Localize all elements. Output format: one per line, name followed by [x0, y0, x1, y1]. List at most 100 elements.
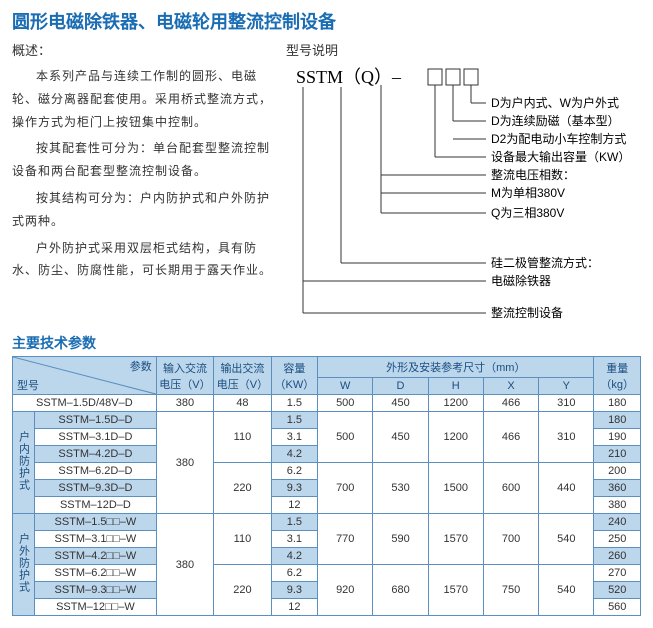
legend-item: 硅二极管整流方式：	[491, 255, 599, 270]
cell: 590	[373, 514, 428, 565]
cell-model: SSTM–6.2D–D	[35, 463, 157, 480]
cell: 3.1	[271, 531, 317, 548]
overview-para: 本系列产品与连续工作制的圆形、电磁轮、磁分离器配套使用。采用桥式整流方式，操作方…	[12, 65, 272, 133]
cell-model: SSTM–9.3D–D	[35, 480, 157, 497]
overview-heading: 概述：	[12, 40, 272, 59]
diag-label-a: 参数	[130, 358, 152, 374]
cell: 1200	[428, 412, 483, 463]
cell: 4.2	[271, 548, 317, 565]
cell: 500	[318, 395, 373, 412]
cell: 540	[539, 514, 594, 565]
cell: 48	[214, 395, 271, 412]
cell: 180	[594, 395, 641, 412]
cell: 680	[373, 565, 428, 616]
legend-item: M为单相380V	[491, 186, 565, 200]
cell: 770	[318, 514, 373, 565]
col-h: H	[428, 378, 483, 395]
cell: 190	[594, 429, 641, 446]
cell: 240	[594, 514, 641, 531]
cell: 750	[483, 565, 538, 616]
cell: 220	[214, 565, 271, 616]
cell: 1.5	[271, 395, 317, 412]
table-row: 户内防护式 SSTM–1.5D–D 380 110 1.5 500 450 12…	[13, 412, 641, 429]
col-wt: 重量（kg）	[594, 357, 641, 395]
cell: 450	[373, 395, 428, 412]
cell: 520	[594, 582, 641, 599]
cell: 360	[594, 480, 641, 497]
cell: 440	[539, 463, 594, 514]
cell: 3.1	[271, 429, 317, 446]
spec-title: 主要技术参数	[12, 333, 641, 353]
cell: 12	[271, 497, 317, 514]
legend-item: D2为配电动小车控制方式	[491, 131, 626, 146]
legend-item: D为连续励磁（基本型）	[491, 113, 620, 128]
cell-model: SSTM–3.1D–D	[35, 429, 157, 446]
cell: 210	[594, 446, 641, 463]
cell-model: SSTM–12□□–W	[35, 599, 157, 616]
cell: 466	[483, 412, 538, 463]
cell: 310	[539, 395, 594, 412]
cell: 1570	[428, 514, 483, 565]
cell: 560	[594, 599, 641, 616]
cell: 4.2	[271, 446, 317, 463]
cell-model: SSTM–1.5□□–W	[35, 514, 157, 531]
cell-model: SSTM–1.5D–D	[35, 412, 157, 429]
cell: 380	[156, 514, 213, 616]
cell: 600	[483, 463, 538, 514]
cell: 700	[483, 514, 538, 565]
svg-text:SSTM（Q）–: SSTM（Q）–	[296, 67, 402, 87]
col-x: X	[483, 378, 538, 395]
table-row: SSTM–1.5D/48V–D 380 48 1.5 500 450 1200 …	[13, 395, 641, 412]
col-d: D	[373, 378, 428, 395]
group-a: 户内防护式	[13, 412, 35, 514]
diag-header: 参数 型号	[13, 357, 157, 395]
model-heading: 型号说明	[286, 40, 641, 59]
cell: 260	[594, 548, 641, 565]
legend-item: 设备最大输出容量（KW）	[491, 149, 630, 164]
table-row: 户外防护式 SSTM–1.5□□–W 380 110 1.5 770 590 1…	[13, 514, 641, 531]
overview-para: 户外防护式采用双层柜式结构，具有防水、防尘、防腐性能，可长期用于露天作业。	[12, 237, 272, 283]
cell-model: SSTM–9.3□□–W	[35, 582, 157, 599]
cell: 6.2	[271, 463, 317, 480]
cell: 270	[594, 565, 641, 582]
col-out-v: 输出交流电压（V）	[214, 357, 271, 395]
col-in-v: 输入交流电压（V）	[156, 357, 213, 395]
legend-item: D为户内式、W为户外式	[491, 95, 619, 110]
cell-model: SSTM–6.2□□–W	[35, 565, 157, 582]
cell: 110	[214, 514, 271, 565]
cell: 450	[373, 412, 428, 463]
cell: 1570	[428, 565, 483, 616]
cell: 530	[373, 463, 428, 514]
cell: 12	[271, 599, 317, 616]
cell: 250	[594, 531, 641, 548]
col-cap: 容量（KW）	[271, 357, 317, 395]
cell: 110	[214, 412, 271, 463]
cell: 1500	[428, 463, 483, 514]
spec-table: 参数 型号 输入交流电压（V） 输出交流电压（V） 容量（KW） 外形及安装参考…	[12, 356, 641, 616]
cell: 6.2	[271, 565, 317, 582]
cell: 380	[156, 395, 213, 412]
cell: 1.5	[271, 412, 317, 429]
table-row: SSTM–6.2□□–W 220 6.2 920 680 1570 750 54…	[13, 565, 641, 582]
cell: 220	[214, 463, 271, 514]
cell: 1.5	[271, 514, 317, 531]
col-dim: 外形及安装参考尺寸（mm）	[318, 357, 594, 378]
page-title: 圆形电磁除铁器、电磁轮用整流控制设备	[12, 8, 641, 34]
cell: 380	[156, 412, 213, 514]
cell: 9.3	[271, 582, 317, 599]
col-y: Y	[539, 378, 594, 395]
model-diagram: SSTM（Q）–	[286, 63, 636, 323]
legend-item: 整流控制设备	[491, 305, 563, 320]
cell-model: SSTM–4.2D–D	[35, 446, 157, 463]
legend-item: 整流电压相数：	[491, 167, 575, 182]
overview-para: 按其结构可分为：户内防护式和户外防护式两种。	[12, 187, 272, 233]
spec-tbody: SSTM–1.5D/48V–D 380 48 1.5 500 450 1200 …	[13, 395, 641, 616]
cell: 180	[594, 412, 641, 429]
cell: 310	[539, 412, 594, 463]
overview-col: 概述： 本系列产品与连续工作制的圆形、电磁轮、磁分离器配套使用。采用桥式整流方式…	[12, 40, 272, 323]
diag-label-b: 型号	[17, 377, 39, 393]
cell: 380	[594, 497, 641, 514]
cell-model: SSTM–1.5D/48V–D	[13, 395, 157, 412]
cell: 700	[318, 463, 373, 514]
cell-model: SSTM–3.1□□–W	[35, 531, 157, 548]
